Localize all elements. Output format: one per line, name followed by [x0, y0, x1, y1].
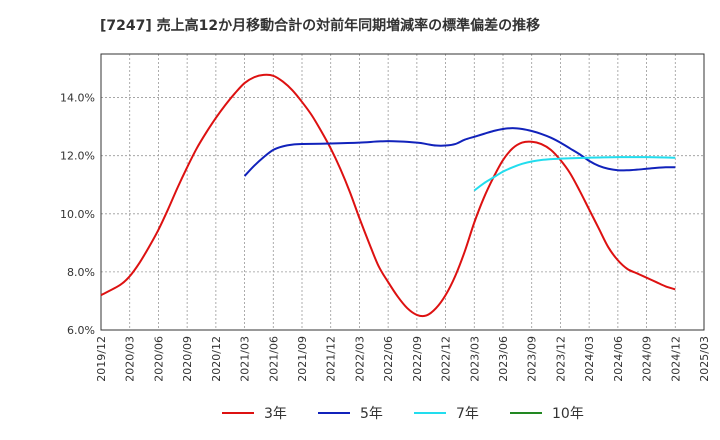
x-tick-label: 2024/12 — [669, 336, 682, 382]
legend-label: 7年 — [456, 406, 479, 422]
x-tick-label: 2024/03 — [583, 336, 596, 382]
y-tick-label: 14.0% — [60, 92, 95, 105]
x-tick-label: 2021/09 — [296, 336, 309, 382]
x-tick-label: 2021/03 — [239, 336, 252, 382]
x-tick-label: 2023/06 — [497, 336, 510, 382]
x-tick-label: 2022/09 — [411, 336, 424, 382]
legend-label: 5年 — [360, 406, 383, 422]
x-tick-label: 2020/12 — [210, 336, 223, 382]
x-tick-label: 2025/03 — [698, 336, 711, 382]
y-tick-label: 10.0% — [60, 208, 95, 221]
series-line-5年 — [243, 127, 676, 177]
series-lines — [100, 73, 676, 318]
grid — [101, 54, 704, 330]
x-axis-ticks: 2019/12 2020/03 2020/06 2020/09 2020/12 2021/… — [95, 336, 711, 382]
y-tick-label: 8.0% — [67, 266, 95, 279]
x-tick-label: 2022/06 — [382, 336, 395, 382]
series-line-3年 — [100, 73, 676, 318]
x-tick-label: 2020/03 — [124, 336, 137, 382]
x-tick-label: 2020/09 — [181, 336, 194, 382]
plot-area-border — [100, 53, 705, 331]
chart-title: [7247] 売上高12か月移動合計の対前年同期増減率の標準偏差の推移 — [100, 17, 540, 34]
x-tick-label: 2023/09 — [526, 336, 539, 382]
x-tick-label: 2022/12 — [440, 336, 453, 382]
y-tick-label: 12.0% — [60, 150, 95, 163]
x-tick-label: 2019/12 — [95, 336, 108, 382]
x-tick-label: 2022/03 — [353, 336, 366, 382]
y-tick-label: 6.0% — [67, 324, 95, 337]
y-axis-ticks: 6.0% 8.0% 10.0% 12.0% 14.0% — [60, 92, 95, 337]
x-tick-label: 2024/09 — [641, 336, 654, 382]
x-tick-label: 2023/12 — [554, 336, 567, 382]
series-line-7年 — [473, 156, 676, 192]
x-tick-label: 2020/06 — [152, 336, 165, 382]
legend-label: 3年 — [264, 406, 287, 422]
legend: 3年 5年 7年 10年 — [222, 406, 584, 422]
legend-label: 10年 — [552, 406, 584, 422]
x-tick-label: 2021/12 — [325, 336, 338, 382]
x-tick-label: 2023/03 — [468, 336, 481, 382]
x-tick-label: 2024/06 — [612, 336, 625, 382]
x-tick-label: 2021/06 — [267, 336, 280, 382]
